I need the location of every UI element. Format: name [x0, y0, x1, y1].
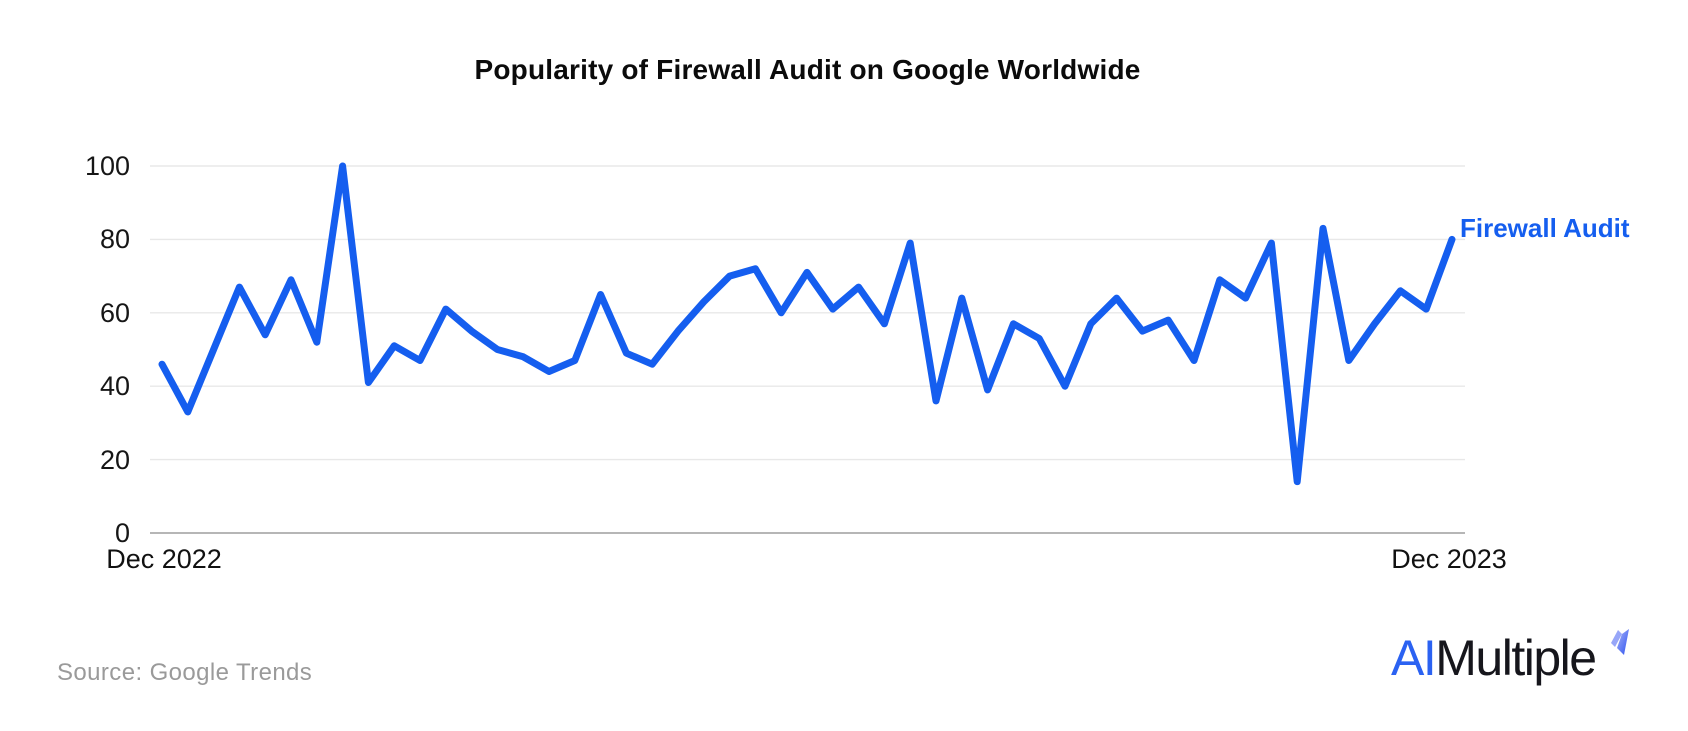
y-axis-tick-label: 60	[99, 297, 130, 328]
logo-lightning-icon	[1611, 629, 1629, 655]
y-axis-tick-label: 20	[99, 444, 130, 475]
gridlines	[150, 165, 1465, 534]
y-axis-tick-label: 0	[114, 518, 130, 548]
logo-ai-text: AI	[1391, 630, 1437, 686]
series-end-label: Firewall Audit	[1460, 213, 1630, 243]
y-axis-tick-label: 100	[84, 151, 130, 181]
x-axis-label-end: Dec 2023	[1391, 544, 1507, 574]
source-caption: Source: Google Trends	[57, 659, 313, 686]
logo-multiple-text: Multiple	[1435, 630, 1597, 686]
chart-title: Popularity of Firewall Audit on Google W…	[474, 54, 1141, 85]
x-axis-label-start: Dec 2022	[106, 544, 222, 574]
logo: AIMultiple	[1391, 629, 1629, 687]
series-lines	[158, 162, 1456, 486]
y-axis-tick-label: 40	[99, 371, 130, 402]
series-line-firewall-audit	[158, 162, 1456, 486]
y-axis-tick-label: 80	[99, 224, 130, 255]
